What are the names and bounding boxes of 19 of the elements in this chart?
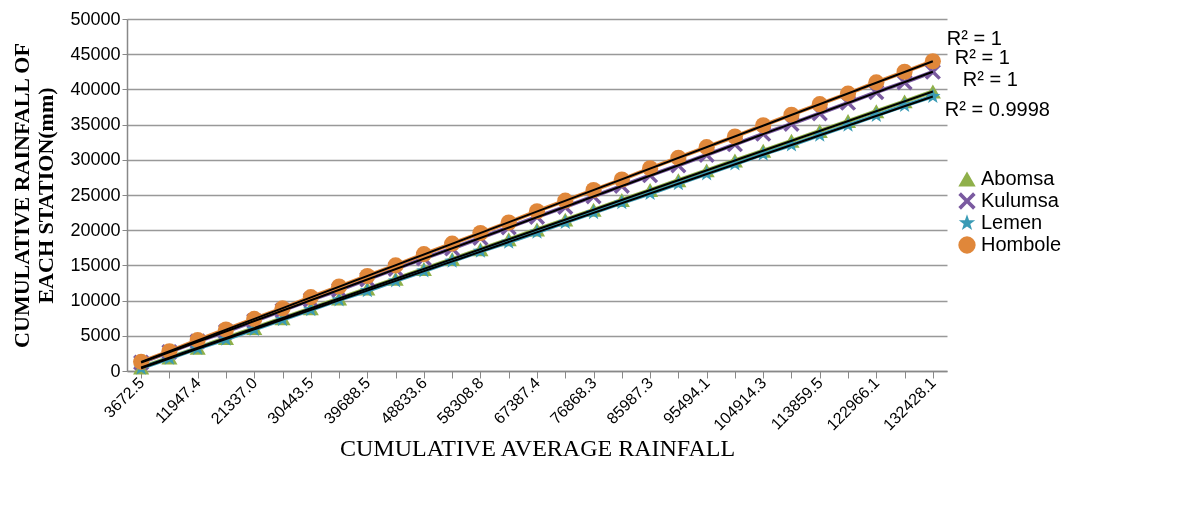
y-tick-label: 25000 [70,184,121,205]
legend-label: Lemen [981,211,1043,233]
y-axis-title: CUMULATIVE RAINFALL OF EACH STATION(mm) [9,43,59,348]
y-tick-label: 40000 [70,78,121,99]
y-tick-label: 15000 [70,254,121,275]
legend-label: Kulumsa [981,189,1060,211]
y-tick-label: 5000 [80,325,121,346]
y-tick-label: 20000 [70,219,121,240]
text: R² = 1 [962,67,1018,90]
y-tick-label: 30000 [70,149,121,170]
legend-label: Hombole [981,233,1062,255]
y-tick-label: 35000 [70,114,121,135]
annotation: R² = 0.9998 [944,98,1050,121]
legend-label: Abomsa [981,167,1056,189]
y-tick-label: 10000 [70,290,121,311]
y-tick-label: 0 [110,360,121,381]
y-tick-label: 45000 [70,43,121,64]
x-axis-title: CUMULATIVE AVERAGE RAINFALL [339,435,736,462]
y-tick-label: 50000 [70,8,121,29]
